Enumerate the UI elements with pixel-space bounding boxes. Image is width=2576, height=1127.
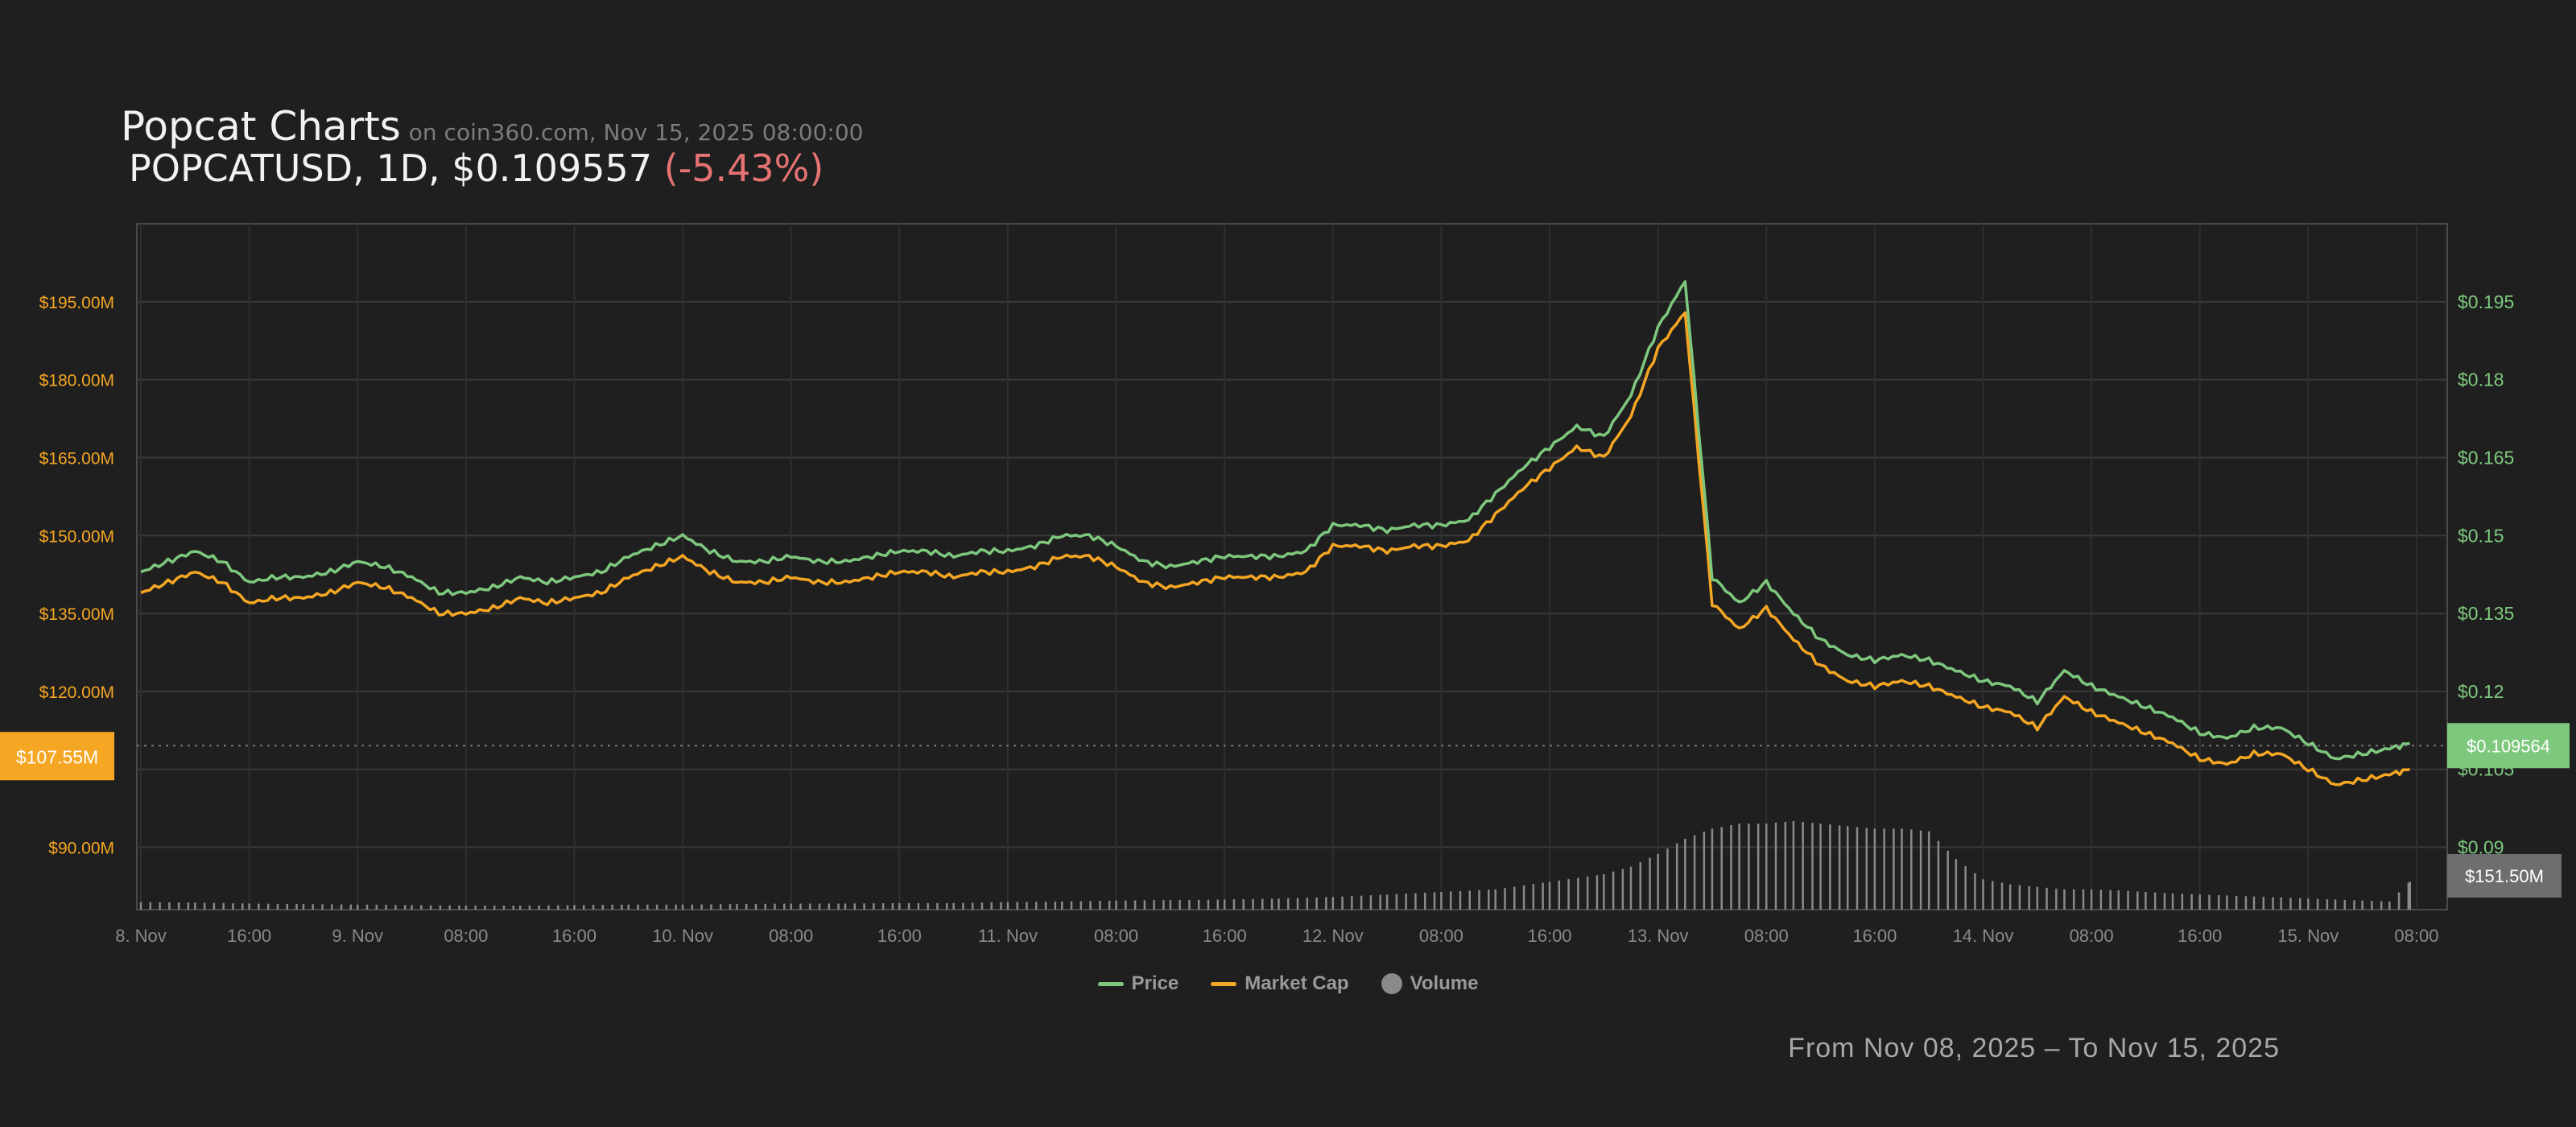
left-axis-label: $165.00M: [39, 449, 114, 468]
right-axis-label: $0.195: [2458, 291, 2514, 312]
current-market-cap-tag: [0, 732, 114, 781]
chart-source: on coin360.com, Nov 15, 2025 08:00:00: [408, 119, 864, 146]
x-tick-label: 08:00: [769, 926, 813, 946]
volume-bars: [139, 821, 2412, 910]
legend-item-market-cap[interactable]: Market Cap: [1211, 972, 1349, 995]
x-tick-label: 12. Nov: [1302, 926, 1364, 946]
price-change: (-5.43%): [663, 147, 824, 190]
legend-label-price: Price: [1131, 972, 1179, 994]
x-tick-label: 16:00: [227, 926, 271, 946]
grid-lines: [136, 223, 2448, 910]
x-tick-label: 08:00: [1094, 926, 1138, 946]
right-axis-label: $0.18: [2458, 369, 2504, 390]
x-tick-label: 15. Nov: [2277, 926, 2339, 946]
plot-frame: [136, 223, 2448, 910]
x-tick-label: 08:00: [444, 926, 488, 946]
right-axis-label: $0.12: [2458, 681, 2504, 702]
x-tick-label: 14. Nov: [1953, 926, 2014, 946]
x-tick-label: 16:00: [1852, 926, 1897, 946]
axes: 8. Nov 16:00 9. Nov 08:00 16:00 10. Nov 08:00 1…: [0, 291, 2570, 946]
left-axis-label: $90.00M: [48, 840, 114, 858]
x-tick-label: 16:00: [1203, 926, 1247, 946]
legend-label-volume: Volume: [1410, 972, 1479, 994]
volume-legend-swatch: [1381, 973, 1402, 994]
date-range: From Nov 08, 2025 – To Nov 15, 2025: [1788, 1033, 2280, 1063]
legend-item-price[interactable]: Price: [1097, 972, 1179, 995]
series-line-price: [140, 280, 2410, 761]
left-axis-label: $195.00M: [39, 294, 114, 312]
chart-title: Popcat Charts: [121, 103, 401, 150]
market-cap-legend-swatch: [1211, 981, 1237, 986]
current-price-label: $0.109564: [2467, 736, 2550, 756]
x-tick-label: 16:00: [2178, 926, 2222, 946]
x-tick-label: 16:00: [1527, 926, 1571, 946]
series-lines: [137, 280, 2447, 786]
pair-info: POPCATUSD, 1D, $0.109557: [129, 147, 653, 190]
x-tick-label: 08:00: [1419, 926, 1463, 946]
volume-value-tag: [2447, 854, 2562, 898]
title-row: Popcat Charts on coin360.com, Nov 15, 20…: [121, 103, 863, 150]
right-axis-label: $0.15: [2458, 525, 2504, 546]
x-tick-label: 08:00: [2394, 926, 2438, 946]
volume-value-label: $151.50M: [2465, 866, 2544, 886]
x-tick-label: 08:00: [1744, 926, 1789, 946]
chart-legend: Price Market Cap Volume: [0, 972, 2576, 995]
x-tick-label: 13. Nov: [1628, 926, 1689, 946]
price-legend-swatch: [1097, 981, 1124, 986]
left-axis-label: $150.00M: [39, 527, 114, 546]
x-tick-label: 9. Nov: [332, 926, 383, 946]
current-market-cap-label: $107.55M: [16, 746, 98, 767]
x-tick-label: 10. Nov: [652, 926, 713, 946]
series-line-market-cap: [140, 311, 2410, 786]
x-tick-label: 08:00: [2070, 926, 2114, 946]
pair-info-row: POPCATUSD, 1D, $0.109557 (-5.43%): [129, 147, 863, 190]
left-axis-label: $180.00M: [39, 372, 114, 390]
left-axis-label: $120.00M: [39, 683, 114, 702]
x-tick-label: 16:00: [552, 926, 597, 946]
legend-item-volume[interactable]: Volume: [1381, 972, 1479, 995]
x-tick-label: 8. Nov: [115, 926, 167, 946]
right-axis-label: $0.135: [2458, 603, 2514, 624]
current-price-tag: [2447, 723, 2570, 769]
x-tick-label: 16:00: [877, 926, 922, 946]
right-axis-label: $0.165: [2458, 447, 2514, 468]
chart-header: Popcat Charts on coin360.com, Nov 15, 20…: [121, 103, 863, 190]
x-tick-label: 11. Nov: [978, 926, 1038, 946]
left-axis-label: $135.00M: [39, 605, 114, 624]
legend-label-market-cap: Market Cap: [1245, 972, 1349, 994]
